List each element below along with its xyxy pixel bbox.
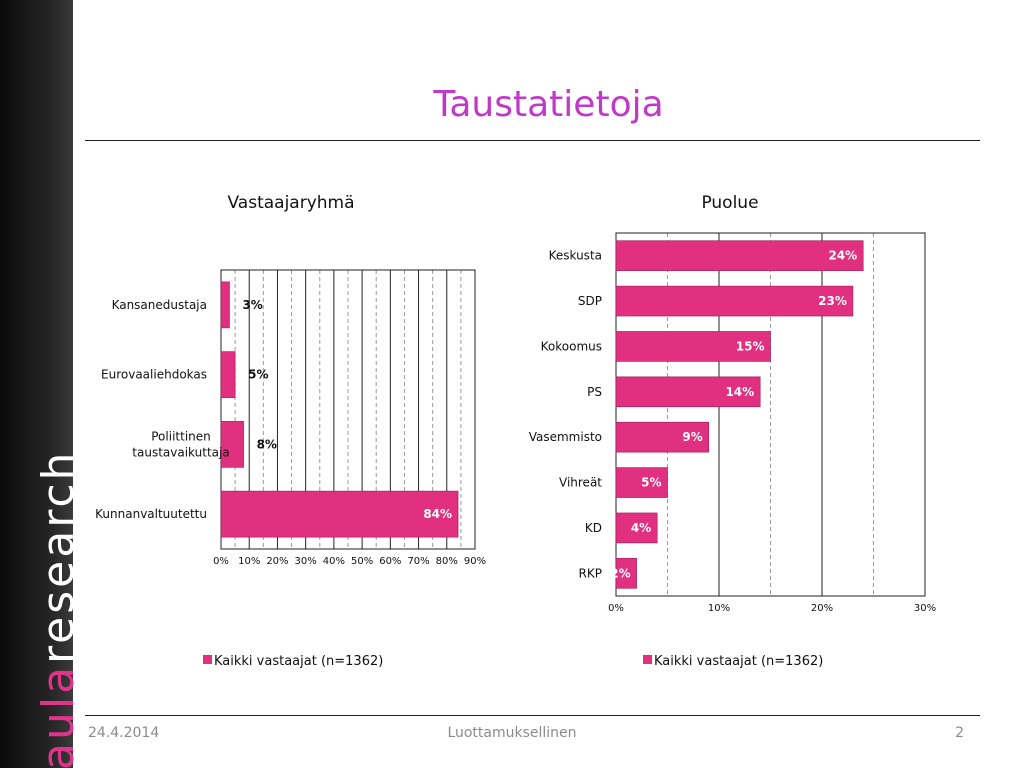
bar xyxy=(615,285,854,317)
legend-swatch xyxy=(643,655,652,664)
category-label: Vihreät xyxy=(559,476,602,490)
data-label: 8% xyxy=(257,437,277,451)
bar xyxy=(220,421,244,468)
plot-frame xyxy=(615,232,926,597)
data-label: 23% xyxy=(818,294,847,308)
category-label: KD xyxy=(585,521,602,535)
bar xyxy=(615,331,771,362)
bar xyxy=(220,281,230,329)
category-label: Eurovaaliehdokas xyxy=(101,368,207,382)
data-label: 24% xyxy=(828,249,857,263)
x-tick-label: 90% xyxy=(464,556,486,567)
bar xyxy=(615,512,658,544)
x-tick-label: 50% xyxy=(351,556,373,567)
data-label: 15% xyxy=(736,339,765,353)
brand-logo-part1: aula xyxy=(33,663,84,770)
x-tick-label: 20% xyxy=(811,603,833,614)
footer-page-number: 2 xyxy=(955,725,964,741)
category-label: Kunnanvaltuutettu xyxy=(95,507,207,521)
slide-title: Taustatietoja xyxy=(433,84,664,125)
bar xyxy=(220,351,236,398)
plot-frame xyxy=(220,269,476,550)
legend-swatch xyxy=(203,655,212,664)
data-label: 84% xyxy=(423,507,452,521)
x-tick-label: 30% xyxy=(914,603,936,614)
brand-logo: aularesearch xyxy=(33,450,84,770)
category-label: Vasemmisto xyxy=(529,430,602,444)
x-tick-label: 80% xyxy=(436,556,458,567)
footer-divider xyxy=(85,715,980,716)
title-divider xyxy=(85,140,980,141)
category-label: Kansanedustaja xyxy=(112,298,207,312)
category-label: Keskusta xyxy=(549,249,602,263)
chart-title-puolue: Puolue xyxy=(701,193,758,213)
legend-label: Kaikki vastaajat (n=1362) xyxy=(214,654,383,669)
chart-title-vastaajaryhma: Vastaajaryhmä xyxy=(227,193,354,213)
footer-date: 24.4.2014 xyxy=(88,725,160,741)
bar xyxy=(615,558,637,589)
data-label: 2% xyxy=(610,566,630,580)
data-label: 3% xyxy=(242,298,262,312)
x-tick-label: 20% xyxy=(266,556,288,567)
x-tick-label: 10% xyxy=(708,603,730,614)
category-label: SDP xyxy=(578,294,602,308)
data-label: 5% xyxy=(248,368,268,382)
bar xyxy=(220,490,459,538)
data-label: 4% xyxy=(631,521,651,535)
data-label: 9% xyxy=(682,430,702,444)
footer-confidential: Luottamuksellinen xyxy=(447,725,577,741)
category-label: Poliittinen taustavaikuttaja xyxy=(132,429,229,459)
bar xyxy=(615,240,864,271)
data-label: 5% xyxy=(641,476,661,490)
sidebar-band: aularesearch xyxy=(0,0,84,770)
x-tick-label: 10% xyxy=(238,556,260,567)
legend-label: Kaikki vastaajat (n=1362) xyxy=(654,654,823,669)
bar xyxy=(615,467,668,498)
x-tick-label: 30% xyxy=(295,556,317,567)
x-tick-label: 0% xyxy=(213,556,229,567)
bar xyxy=(615,376,761,408)
x-tick-label: 0% xyxy=(608,603,624,614)
category-label: RKP xyxy=(579,566,602,580)
category-label: PS xyxy=(587,385,602,399)
data-label: 14% xyxy=(725,385,754,399)
bar xyxy=(615,421,709,453)
x-tick-label: 70% xyxy=(407,556,429,567)
brand-logo-part2: research xyxy=(33,449,84,664)
category-label: Kokoomus xyxy=(541,339,602,353)
x-tick-label: 60% xyxy=(379,556,401,567)
x-tick-label: 40% xyxy=(323,556,345,567)
